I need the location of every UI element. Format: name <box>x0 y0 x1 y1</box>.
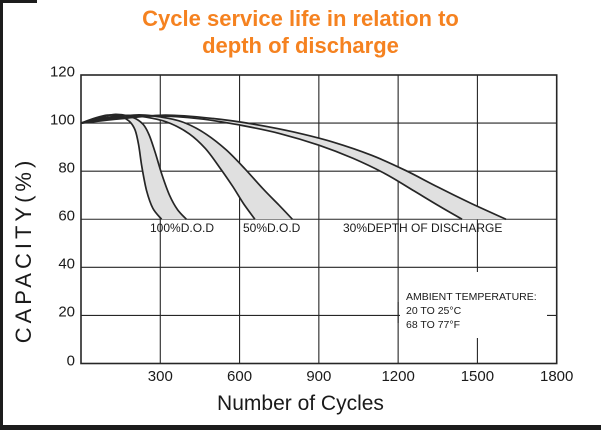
chart-title-line2: depth of discharge <box>202 33 399 58</box>
ambient-note-line2: 20 TO 25°C <box>406 305 462 317</box>
band-fill-50dod <box>81 114 293 220</box>
band-label-30dod: 30%DEPTH OF DISCHARGE <box>343 221 503 235</box>
ambient-temperature-note: AMBIENT TEMPERATURE: 20 TO 25°C 68 TO 77… <box>406 290 537 332</box>
x-tick-label-300: 300 <box>147 368 173 385</box>
band-lower-curve-50dod <box>80 114 256 220</box>
band-upper-curve-30dod <box>80 114 507 221</box>
band-fill-30dod <box>81 115 506 220</box>
band-upper-curve-50dod <box>80 114 294 220</box>
band-upper-curve-100dod <box>80 113 188 220</box>
y-tick-label-60: 60 <box>58 207 75 225</box>
y-tick-label-100: 100 <box>49 111 75 129</box>
y-tick-label-120: 120 <box>49 63 75 81</box>
chart-title-line1: Cycle service life in relation to <box>142 6 459 31</box>
annotation-backdrop <box>400 272 547 338</box>
band-label-100dod: 100%D.O.D <box>150 221 215 235</box>
x-tick-label-1800: 1800 <box>540 368 574 385</box>
x-tick-label-900: 900 <box>306 368 332 385</box>
page-border-left <box>0 0 3 430</box>
page-border-top-fragment <box>0 0 37 3</box>
band-lower-curve-100dod <box>80 114 163 220</box>
x-tick-label-1500: 1500 <box>460 368 495 385</box>
y-tick-label-20: 20 <box>58 303 75 321</box>
plot-border <box>80 74 558 365</box>
ambient-note-line1: AMBIENT TEMPERATURE: <box>406 291 537 303</box>
x-tick-label-1200: 1200 <box>381 368 415 385</box>
ambient-note-line3: 68 TO 77°F <box>406 319 461 331</box>
page-border-bottom <box>0 425 601 430</box>
x-tick-label-600: 600 <box>227 368 253 385</box>
y-tick-label-40: 40 <box>58 255 75 273</box>
band-label-50dod: 50%D.O.D <box>243 221 301 235</box>
band-fill-100dod <box>81 114 187 220</box>
chart-title: Cycle service life in relation to depth … <box>0 5 601 59</box>
y-tick-label-80: 80 <box>58 159 75 177</box>
y-tick-label-0: 0 <box>66 352 75 369</box>
x-axis-title: Number of Cycles <box>217 392 384 415</box>
